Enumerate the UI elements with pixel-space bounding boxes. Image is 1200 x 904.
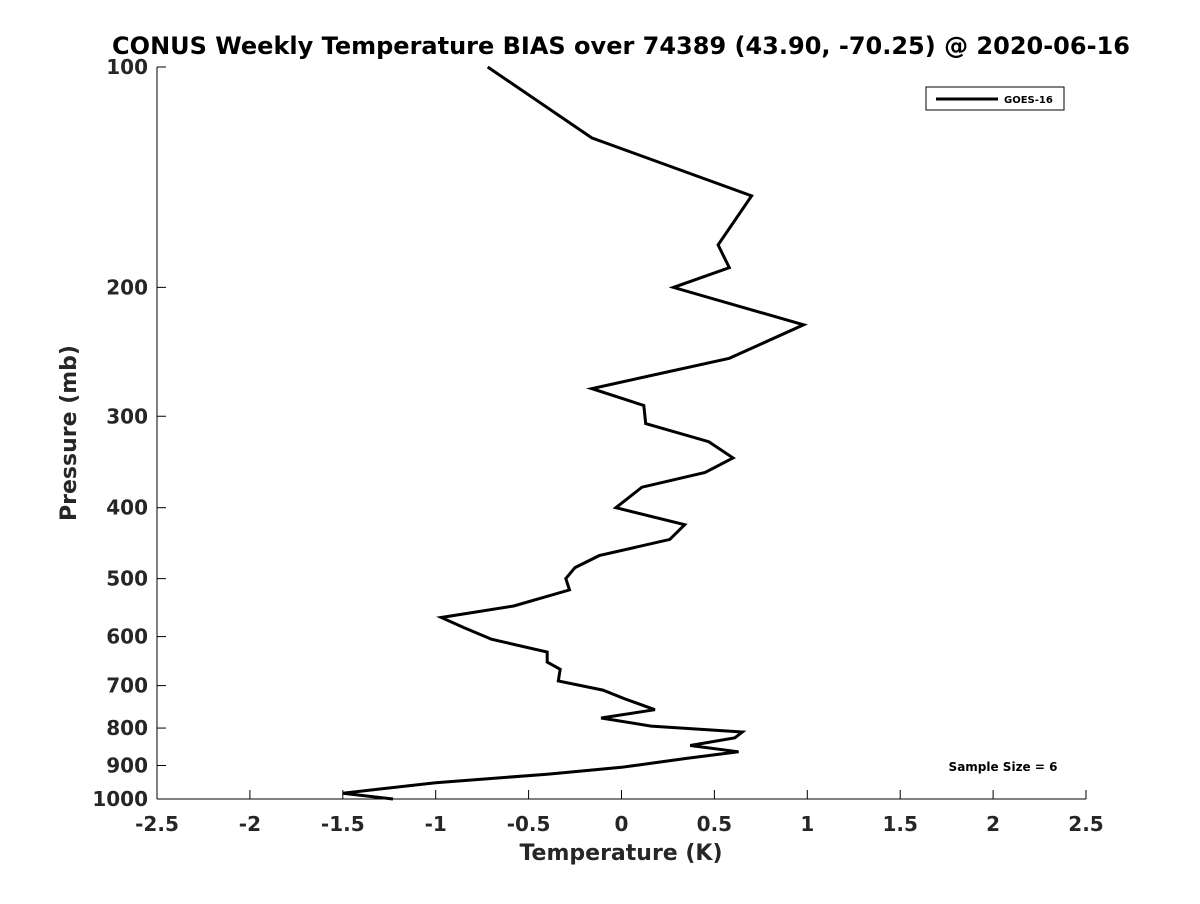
y-tick-label: 400	[106, 496, 148, 520]
x-tick-label: -1	[425, 812, 447, 836]
chart-title: CONUS Weekly Temperature BIAS over 74389…	[112, 32, 1130, 60]
y-tick-label: 900	[106, 754, 148, 778]
series-line-goes-16	[342, 65, 808, 801]
x-axis-label: Temperature (K)	[519, 841, 722, 866]
x-tick-label: 0	[615, 812, 629, 836]
y-tick-label: 800	[106, 716, 148, 740]
x-axis-ticks: -2.5 -2 -1.5 -1 -0.5 0 0.5 1 1.5 2 2.5	[135, 790, 1104, 836]
x-tick-label: 2.5	[1068, 812, 1103, 836]
y-tick-label: 300	[106, 404, 148, 428]
x-tick-label: -2.5	[135, 812, 179, 836]
x-tick-label: 2	[986, 812, 1000, 836]
y-tick-label: 700	[106, 674, 148, 698]
legend: GOES-16	[925, 86, 1065, 111]
y-tick-label: 1000	[92, 787, 148, 811]
sample-size-annotation: Sample Size = 6	[949, 760, 1058, 774]
x-tick-label: 0.5	[697, 812, 732, 836]
x-tick-label: 1	[800, 812, 814, 836]
legend-series-label: GOES-16	[1004, 95, 1053, 106]
y-tick-label: 200	[106, 275, 148, 299]
x-tick-label: 1.5	[882, 812, 917, 836]
y-tick-label: 600	[106, 625, 148, 649]
y-axis-label: Pressure (mb)	[57, 345, 82, 521]
y-tick-label: 500	[106, 567, 148, 591]
x-tick-label: -2	[239, 812, 261, 836]
y-axis-ticks: 100 200 300 400 500 600 700 800 900 1000	[92, 55, 166, 811]
y-tick-label: 100	[106, 55, 148, 79]
series-layer	[342, 65, 808, 801]
x-tick-label: -1.5	[321, 812, 365, 836]
x-tick-label: -0.5	[507, 812, 551, 836]
